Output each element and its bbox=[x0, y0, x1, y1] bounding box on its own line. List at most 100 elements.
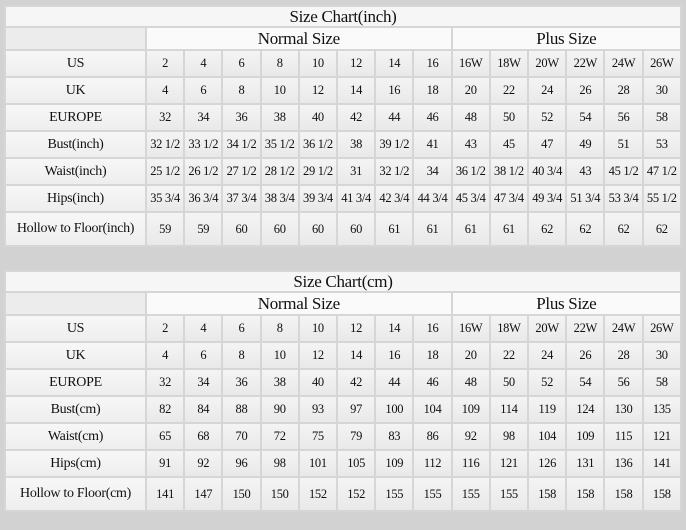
size-cell: 14 bbox=[336, 341, 377, 370]
size-cell: 131 bbox=[565, 449, 606, 478]
size-cell: 16 bbox=[412, 49, 453, 78]
size-cell: 2 bbox=[144, 314, 186, 343]
size-cell: 38 1/2 bbox=[488, 157, 530, 186]
size-cell: 60 bbox=[259, 211, 300, 247]
size-cell: 155 bbox=[374, 476, 415, 512]
size-cell: 79 bbox=[336, 422, 377, 451]
size-cell: 62 bbox=[527, 211, 568, 247]
normal-size-header: Normal Size bbox=[145, 26, 453, 51]
size-cell: 68 bbox=[183, 422, 224, 451]
size-cell: 34 bbox=[412, 157, 453, 186]
size-cell: 52 bbox=[527, 103, 568, 132]
table-row: US 2 4 6 8 10 12 14 16 16W 18W 20W 22W 24W 26W bbox=[4, 49, 683, 78]
size-cell: 34 1/2 bbox=[221, 130, 262, 159]
size-cell: 104 bbox=[412, 395, 453, 424]
size-cell: 44 bbox=[374, 103, 415, 132]
size-cell: 109 bbox=[565, 422, 606, 451]
size-cell: 36 1/2 bbox=[297, 130, 339, 159]
size-cell: 158 bbox=[603, 476, 644, 512]
size-cell: 26 bbox=[565, 341, 606, 370]
table-row: US 2 4 6 8 10 12 14 16 16W 18W 20W 22W 24W 26W bbox=[4, 314, 683, 343]
size-cell: 60 bbox=[336, 211, 377, 247]
size-cell: 97 bbox=[336, 395, 377, 424]
size-cell: 61 bbox=[374, 211, 415, 247]
size-cell: 32 bbox=[144, 368, 186, 397]
size-cell: 26W bbox=[641, 314, 683, 343]
size-cell: 49 3/4 bbox=[527, 184, 568, 213]
size-cell: 10 bbox=[297, 314, 339, 343]
size-cell: 54 bbox=[565, 368, 606, 397]
size-cell: 62 bbox=[641, 211, 683, 247]
size-cell: 39 3/4 bbox=[297, 184, 339, 213]
size-cell: 36 3/4 bbox=[183, 184, 224, 213]
size-cell: 16 bbox=[374, 341, 415, 370]
size-cell: 104 bbox=[527, 422, 568, 451]
size-cell: 38 3/4 bbox=[259, 184, 300, 213]
table-row: UK 4 6 8 10 12 14 16 18 20 22 24 26 28 30 bbox=[4, 76, 683, 105]
size-cell: 42 bbox=[336, 103, 377, 132]
size-cell: 16W bbox=[450, 49, 491, 78]
size-cell: 22W bbox=[565, 49, 606, 78]
size-cell: 10 bbox=[259, 76, 300, 105]
size-cell: 152 bbox=[297, 476, 339, 512]
row-label: Waist(cm) bbox=[4, 422, 147, 451]
size-cell: 16W bbox=[450, 314, 491, 343]
size-cell: 56 bbox=[603, 368, 644, 397]
size-cell: 158 bbox=[641, 476, 683, 512]
size-cell: 158 bbox=[527, 476, 568, 512]
size-cell: 119 bbox=[527, 395, 568, 424]
size-cell: 47 1/2 bbox=[641, 157, 683, 186]
size-cell: 6 bbox=[221, 49, 262, 78]
size-cell: 72 bbox=[259, 422, 300, 451]
size-cell: 26W bbox=[641, 49, 683, 78]
size-cell: 16 bbox=[412, 314, 453, 343]
size-cell: 86 bbox=[412, 422, 453, 451]
size-cell: 8 bbox=[221, 341, 262, 370]
size-cell: 45 1/2 bbox=[603, 157, 644, 186]
size-cell: 84 bbox=[183, 395, 224, 424]
row-label: EUROPE bbox=[4, 368, 147, 397]
size-cell: 92 bbox=[450, 422, 491, 451]
size-cell: 109 bbox=[450, 395, 491, 424]
size-cell: 24 bbox=[527, 341, 568, 370]
size-cell: 101 bbox=[297, 449, 339, 478]
size-cell: 35 3/4 bbox=[144, 184, 186, 213]
size-cell: 14 bbox=[374, 49, 415, 78]
row-label: UK bbox=[4, 341, 147, 370]
size-cell: 32 bbox=[144, 103, 186, 132]
size-cell: 62 bbox=[565, 211, 606, 247]
size-cell: 46 bbox=[412, 368, 453, 397]
size-cell: 155 bbox=[412, 476, 453, 512]
size-cell: 56 bbox=[603, 103, 644, 132]
size-cell: 82 bbox=[144, 395, 186, 424]
size-cell: 4 bbox=[183, 49, 224, 78]
size-cell: 91 bbox=[144, 449, 186, 478]
row-label: UK bbox=[4, 76, 147, 105]
size-cell: 4 bbox=[183, 314, 224, 343]
size-cell: 20 bbox=[450, 76, 491, 105]
size-cell: 93 bbox=[297, 395, 339, 424]
size-cell: 105 bbox=[336, 449, 377, 478]
size-cell: 53 bbox=[641, 130, 683, 159]
size-cell: 40 bbox=[297, 103, 339, 132]
size-cell: 158 bbox=[565, 476, 606, 512]
size-cell: 16 bbox=[374, 76, 415, 105]
size-cell: 41 bbox=[412, 130, 453, 159]
size-cell: 135 bbox=[641, 395, 683, 424]
size-cell: 54 bbox=[565, 103, 606, 132]
size-cell: 8 bbox=[259, 314, 300, 343]
size-cell: 36 1/2 bbox=[450, 157, 491, 186]
size-cell: 98 bbox=[488, 422, 530, 451]
size-cell: 20 bbox=[450, 341, 491, 370]
row-label: Hips(inch) bbox=[4, 184, 147, 213]
size-cell: 40 3/4 bbox=[527, 157, 568, 186]
size-cell: 65 bbox=[144, 422, 186, 451]
size-cell: 59 bbox=[144, 211, 186, 247]
size-cell: 150 bbox=[259, 476, 300, 512]
size-cell: 59 bbox=[183, 211, 224, 247]
size-cell: 47 3/4 bbox=[488, 184, 530, 213]
size-cell: 60 bbox=[297, 211, 339, 247]
size-cell: 75 bbox=[297, 422, 339, 451]
size-cell: 4 bbox=[144, 76, 186, 105]
size-cell: 42 3/4 bbox=[374, 184, 415, 213]
